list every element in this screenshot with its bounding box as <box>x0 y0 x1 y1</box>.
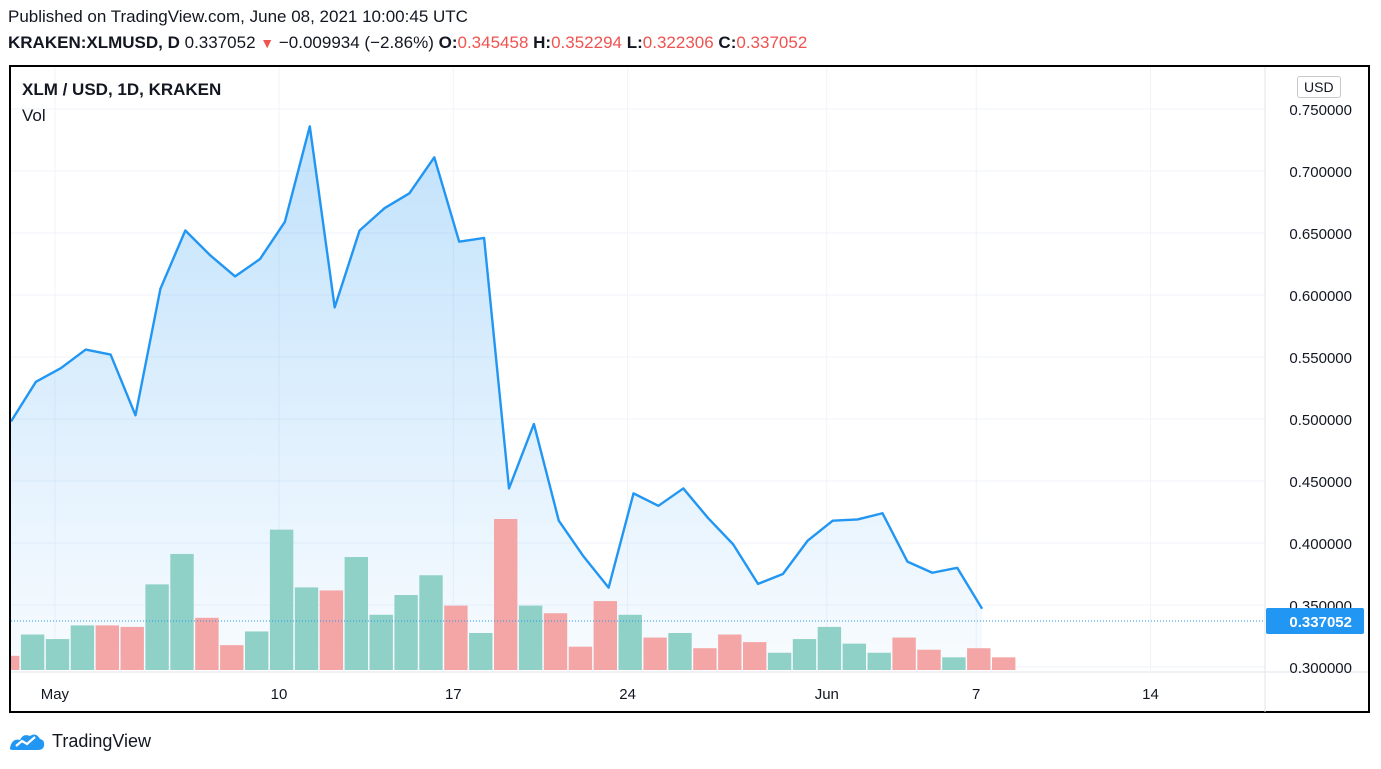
volume-bar <box>120 626 144 670</box>
footer-brand-text: TradingView <box>52 730 152 751</box>
price-change: −0.009934 (−2.86%) <box>278 33 434 52</box>
symbol-info-line: KRAKEN:XLMUSD, D 0.337052 ▼ −0.009934 (−… <box>8 33 807 53</box>
x-tick-label: May <box>41 686 70 703</box>
volume-bar <box>892 637 916 670</box>
x-tick-label: 17 <box>445 686 462 703</box>
y-tick-label: 0.400000 <box>1289 536 1352 553</box>
volume-bar <box>867 652 891 670</box>
tradingview-logo-icon <box>9 734 45 750</box>
volume-bar <box>394 595 418 670</box>
volume-bar <box>20 634 45 670</box>
high-value: 0.352294 <box>551 33 622 52</box>
volume-bar <box>593 601 617 670</box>
x-tick-label: 14 <box>1142 686 1159 703</box>
close-label: C: <box>718 33 737 52</box>
x-tick-label: 24 <box>619 686 636 703</box>
volume-bar <box>444 605 468 670</box>
volume-bar <box>643 637 667 670</box>
volume-bar <box>11 655 20 670</box>
last-price-tag-text: 0.337052 <box>1289 614 1352 631</box>
chart-panel[interactable] <box>9 65 1370 713</box>
volume-bar <box>518 605 543 670</box>
volume-bar <box>967 648 991 670</box>
volume-bar <box>842 643 866 670</box>
low-label: L: <box>626 33 643 52</box>
volume-bar <box>693 648 717 670</box>
y-tick-label: 0.650000 <box>1289 226 1352 243</box>
y-tick-label: 0.550000 <box>1289 350 1352 367</box>
volume-bar <box>792 639 817 670</box>
low-value: 0.322306 <box>642 33 714 52</box>
volume-bar <box>469 633 493 670</box>
x-tick-label: 10 <box>271 686 288 703</box>
volume-bar <box>95 625 119 670</box>
volume-bar <box>195 617 219 670</box>
volume-bar <box>718 634 742 670</box>
x-axis-labels: May 10 17 24 Jun 7 14 <box>41 686 1159 703</box>
volume-bar <box>294 587 319 670</box>
y-tick-label: 0.300000 <box>1289 660 1352 677</box>
volume-bar <box>170 553 194 670</box>
chart-title: XLM / USD, 1D, KRAKEN <box>22 80 222 99</box>
volume-bar <box>419 575 443 670</box>
volume-bar <box>319 590 344 670</box>
y-tick-label: 0.700000 <box>1289 164 1352 181</box>
volume-bar <box>245 631 269 670</box>
volume-label: Vol <box>22 106 46 125</box>
volume-bar <box>70 625 95 670</box>
close-value: 0.337052 <box>736 33 808 52</box>
footer-brand[interactable]: TradingView <box>8 730 151 752</box>
x-tick-label: Jun <box>815 686 839 703</box>
volume-bar <box>743 642 767 670</box>
volume-bar <box>269 529 294 670</box>
high-label: H: <box>533 33 552 52</box>
last-price: 0.337052 <box>184 33 256 52</box>
volume-bar <box>817 626 842 670</box>
open-value: 0.345458 <box>457 33 529 52</box>
last-price-tag: 0.337052 <box>1266 608 1364 635</box>
symbol-name: KRAKEN:XLMUSD, D <box>8 33 180 52</box>
volume-bars <box>11 519 1016 670</box>
volume-bar <box>145 584 169 670</box>
volume-bar <box>618 614 642 670</box>
axes <box>11 67 1368 712</box>
area-layer <box>11 126 983 670</box>
volume-bar <box>992 657 1016 670</box>
price-area-fill <box>11 126 983 670</box>
volume-bar <box>344 557 368 670</box>
y-tick-label: 0.450000 <box>1289 474 1352 491</box>
y-tick-label: 0.600000 <box>1289 288 1352 305</box>
x-tick-label: 7 <box>972 686 980 703</box>
down-arrow-icon: ▼ <box>260 35 275 51</box>
volume-bar <box>543 613 568 670</box>
y-tick-label: 0.500000 <box>1289 412 1352 429</box>
volume-bar <box>369 614 393 670</box>
volume-bar <box>917 649 941 670</box>
volume-bar <box>942 657 966 670</box>
volume-bar <box>767 652 792 670</box>
last-price-tag-bg <box>1266 608 1364 635</box>
y-tick-label: 0.750000 <box>1289 102 1352 119</box>
y-axis-labels: 0.750000 0.700000 0.650000 0.600000 0.550000… <box>1289 102 1352 677</box>
volume-bar <box>220 645 244 670</box>
volume-bar <box>494 519 518 670</box>
open-label: O: <box>438 33 458 52</box>
volume-bar <box>568 646 593 670</box>
price-line <box>11 125 984 610</box>
volume-bar <box>668 633 692 670</box>
price-line-layer <box>11 125 1265 622</box>
volume-bar <box>45 639 70 670</box>
published-info: Published on TradingView.com, June 08, 2… <box>8 7 468 26</box>
currency-button[interactable]: USD <box>1297 76 1341 98</box>
